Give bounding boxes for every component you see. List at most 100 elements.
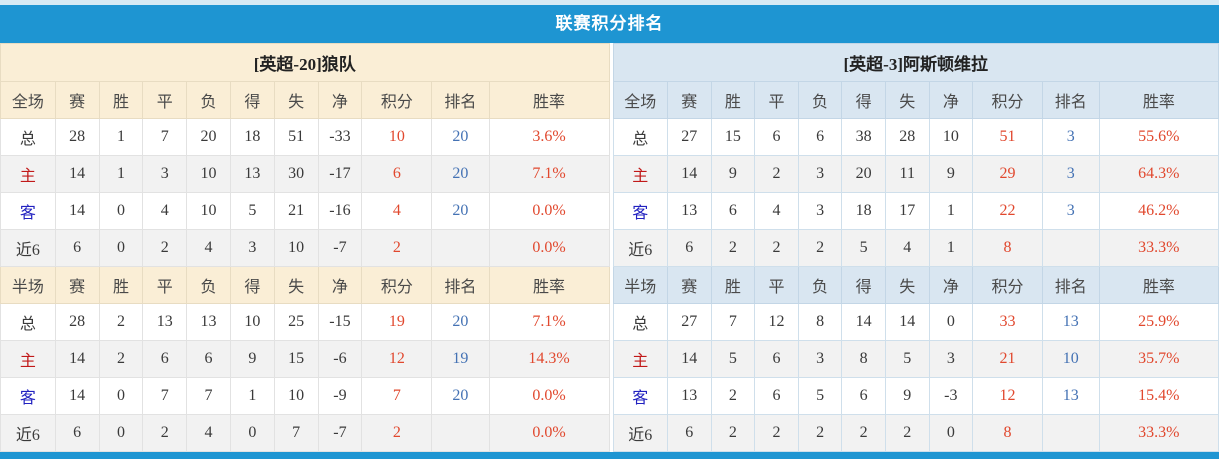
rank-cell: 3 xyxy=(1041,192,1100,230)
goals-for-cell: 9 xyxy=(229,340,275,378)
column-header: 负 xyxy=(186,81,231,119)
row-label-cell: 客 xyxy=(612,377,668,415)
column-header: 平 xyxy=(754,266,799,304)
points-cell: 7 xyxy=(361,377,433,415)
column-header: 排名 xyxy=(431,81,490,119)
goals-against-cell: 5 xyxy=(884,340,930,378)
goals-against-cell: 11 xyxy=(884,155,930,193)
games-cell: 14 xyxy=(54,340,100,378)
points-cell: 21 xyxy=(972,340,1043,378)
goals-for-cell: 8 xyxy=(841,340,886,378)
draws-cell: 2 xyxy=(142,414,188,452)
team-title: [英超-20]狼队 xyxy=(0,43,610,82)
goals-for-cell: 14 xyxy=(841,303,886,341)
table-row: 近6 6 2 2 2 2 2 0 8 33.3% xyxy=(612,414,1219,452)
column-header: 胜 xyxy=(710,266,756,304)
column-header: 全场 xyxy=(612,81,668,119)
goals-against-cell: 21 xyxy=(273,192,319,230)
goal-diff-cell: -15 xyxy=(317,303,363,341)
rank-cell: 20 xyxy=(431,192,490,230)
points-cell: 29 xyxy=(972,155,1043,193)
goals-for-cell: 18 xyxy=(229,118,275,156)
winrate-cell: 46.2% xyxy=(1098,192,1219,230)
column-header: 胜率 xyxy=(488,266,610,304)
games-cell: 14 xyxy=(666,340,712,378)
team-title: [英超-3]阿斯顿维拉 xyxy=(612,43,1219,82)
winrate-cell: 55.6% xyxy=(1098,118,1219,156)
losses-cell: 6 xyxy=(186,340,231,378)
winrate-cell: 0.0% xyxy=(488,229,610,267)
losses-cell: 3 xyxy=(797,192,843,230)
wins-cell: 2 xyxy=(98,340,144,378)
wins-cell: 2 xyxy=(710,414,756,452)
goals-for-cell: 6 xyxy=(841,377,886,415)
column-header: 失 xyxy=(884,266,930,304)
losses-cell: 3 xyxy=(797,340,843,378)
goals-against-cell: 51 xyxy=(273,118,319,156)
row-label-cell: 近6 xyxy=(0,414,56,452)
column-header: 得 xyxy=(229,81,275,119)
wins-cell: 1 xyxy=(98,118,144,156)
wins-cell: 9 xyxy=(710,155,756,193)
row-label-cell: 总 xyxy=(612,303,668,341)
goals-against-cell: 14 xyxy=(884,303,930,341)
table-row: 总 28 1 7 20 18 51 -33 10 20 3.6% xyxy=(0,118,610,156)
column-header: 赛 xyxy=(54,266,100,304)
rank-cell xyxy=(1041,414,1100,452)
wins-cell: 2 xyxy=(710,377,756,415)
losses-cell: 4 xyxy=(186,229,231,267)
table-row: 主 14 1 3 10 13 30 -17 6 20 7.1% xyxy=(0,155,610,193)
table-row: 近6 6 2 2 2 5 4 1 8 33.3% xyxy=(612,229,1219,267)
losses-cell: 6 xyxy=(797,118,843,156)
row-label-cell: 总 xyxy=(612,118,668,156)
points-cell: 6 xyxy=(361,155,433,193)
draws-cell: 7 xyxy=(142,118,188,156)
goals-for-cell: 10 xyxy=(229,303,275,341)
column-header: 平 xyxy=(754,81,799,119)
wins-cell: 6 xyxy=(710,192,756,230)
rank-cell: 20 xyxy=(431,118,490,156)
draws-cell: 2 xyxy=(754,155,799,193)
draws-cell: 12 xyxy=(754,303,799,341)
column-header: 排名 xyxy=(431,266,490,304)
column-header: 积分 xyxy=(361,266,433,304)
rank-cell: 3 xyxy=(1041,118,1100,156)
rank-cell xyxy=(431,414,490,452)
column-header: 排名 xyxy=(1041,266,1100,304)
goals-for-cell: 5 xyxy=(841,229,886,267)
rank-cell: 19 xyxy=(431,340,490,378)
winrate-cell: 0.0% xyxy=(488,377,610,415)
column-header: 全场 xyxy=(0,81,56,119)
goal-diff-cell: -17 xyxy=(317,155,363,193)
games-cell: 27 xyxy=(666,118,712,156)
winrate-cell: 7.1% xyxy=(488,155,610,193)
goal-diff-cell: -9 xyxy=(317,377,363,415)
rank-cell: 10 xyxy=(1041,340,1100,378)
column-header: 积分 xyxy=(361,81,433,119)
column-header: 赛 xyxy=(666,266,712,304)
games-cell: 6 xyxy=(666,414,712,452)
wins-cell: 2 xyxy=(710,229,756,267)
goals-against-cell: 4 xyxy=(884,229,930,267)
wins-cell: 2 xyxy=(98,303,144,341)
points-cell: 2 xyxy=(361,414,433,452)
points-cell: 22 xyxy=(972,192,1043,230)
column-header: 负 xyxy=(186,266,231,304)
column-header: 半场 xyxy=(612,266,668,304)
goals-for-cell: 2 xyxy=(841,414,886,452)
games-cell: 13 xyxy=(666,377,712,415)
page-title: 联赛积分排名 xyxy=(555,14,664,33)
rank-cell xyxy=(431,229,490,267)
winrate-cell: 3.6% xyxy=(488,118,610,156)
column-header: 失 xyxy=(884,81,930,119)
rank-cell: 20 xyxy=(431,303,490,341)
column-header: 胜率 xyxy=(1098,81,1219,119)
column-header: 失 xyxy=(273,81,319,119)
games-cell: 28 xyxy=(54,303,100,341)
column-header: 净 xyxy=(928,81,974,119)
wins-cell: 5 xyxy=(710,340,756,378)
rank-cell: 13 xyxy=(1041,303,1100,341)
draws-cell: 7 xyxy=(142,377,188,415)
table-row: 客 13 6 4 3 18 17 1 22 3 46.2% xyxy=(612,192,1219,230)
draws-cell: 3 xyxy=(142,155,188,193)
